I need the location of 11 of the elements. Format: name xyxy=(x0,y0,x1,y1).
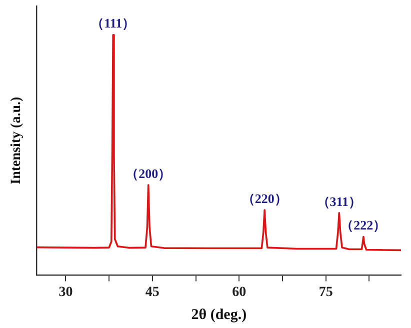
annotation: （222） xyxy=(340,218,386,233)
y-axis-title: Intensity (a.u.) xyxy=(9,96,24,184)
annotation: （220） xyxy=(242,190,288,206)
x-tick-label: 60 xyxy=(232,285,246,300)
x-tick-label: 45 xyxy=(145,285,160,300)
annotation: （311） xyxy=(316,194,362,209)
x-tick-label: 30 xyxy=(58,285,73,300)
x-axis-title: 2θ (deg.) xyxy=(191,306,247,323)
x-tick-label: 75 xyxy=(318,285,333,300)
annotation: （111） xyxy=(91,16,136,31)
annotation: （200） xyxy=(126,166,172,181)
